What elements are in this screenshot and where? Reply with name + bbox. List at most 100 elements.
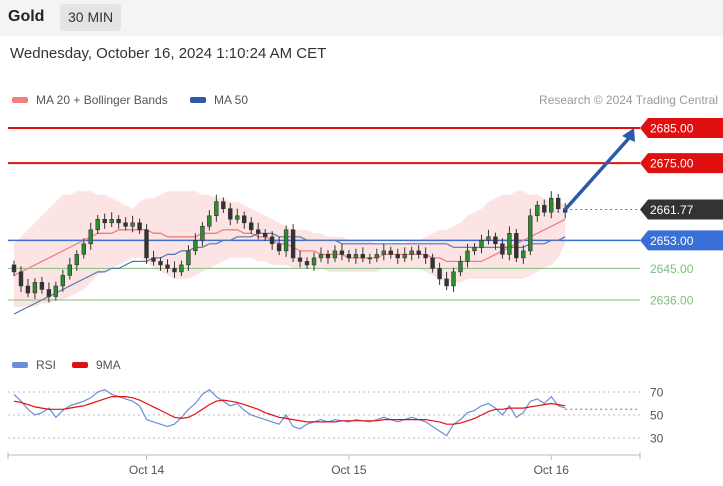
candle [235,215,240,220]
candle [555,197,561,209]
chart-timestamp: Wednesday, October 16, 2024 1:10:24 AM C… [10,45,327,62]
candle [381,250,386,255]
legend-label: MA 50 [214,93,248,107]
candle [430,257,435,269]
price-tag-pivot [640,230,723,251]
rsi-tick-label: 70 [650,386,664,400]
candle [200,226,205,241]
candle [53,285,59,297]
candle [60,275,66,287]
candle [276,243,282,252]
candle [548,197,554,213]
candle [353,254,359,259]
candle [283,229,289,252]
bollinger-band [14,191,566,307]
candle [402,254,407,259]
price-tag-resistance [640,118,723,138]
candle [207,215,212,227]
candle [535,204,540,216]
price-tag-resistance [640,153,723,174]
time-axis: Oct 14 Oct 15 Oct 16 [7,452,641,477]
forecast-arrow-head [622,128,635,142]
candle [304,261,310,266]
price-panel: 2685.00 2675.00 2661.77 2653.00 2645.00 2636.… [8,118,723,315]
rsi-legend-swatch [12,362,28,368]
legends: MA 20 + Bollinger Bands MA 50 Research © 2… [12,93,718,372]
legend-swatch [190,97,206,103]
candle [486,236,491,241]
candle [409,250,414,255]
price-tag-label: 2685.00 [650,122,694,136]
candle [186,250,191,266]
candle [367,257,372,260]
candle [151,257,156,262]
candle [39,282,45,290]
candle [332,250,338,259]
rsi-legend-swatch [72,362,88,368]
candle [444,278,449,287]
price-tag-label: 2636.00 [650,294,694,308]
ma20-line [13,218,566,276]
data-source: Research © 2024 Trading Central [539,93,718,107]
candle [416,250,421,255]
rsi-tick-label: 30 [650,432,664,446]
candle [395,254,400,259]
candle [95,219,100,231]
price-tag-label: 2661.77 [650,203,694,217]
rsi-tick-label: 50 [650,409,664,423]
candle [542,204,547,213]
candle [228,208,233,220]
rsi-panel: 70 50 30 [8,386,664,446]
candle [18,271,24,287]
candle [102,219,107,224]
price-tag-last [640,199,723,220]
candle [500,243,505,255]
time-tick-label: Oct 15 [331,463,367,477]
forecast-arrow-shaft [563,135,632,212]
chart-header: Gold 30 MIN [0,0,723,36]
candle [479,240,484,248]
candle [46,289,52,297]
candle [144,229,149,259]
candle [360,254,365,259]
candle [437,268,442,280]
legend-swatch [12,97,28,103]
candle [221,201,226,209]
candle [346,254,352,259]
candle [325,254,331,259]
candle [374,254,379,259]
candle [339,250,345,255]
candle [458,261,463,273]
candle [255,229,261,234]
rsi-legend-label: RSI [36,358,56,372]
candle [32,282,38,294]
price-tag-label: 2675.00 [650,157,694,171]
candle [214,201,219,216]
candle [514,233,519,259]
instrument-name: Gold [8,8,45,25]
candle [507,233,512,255]
time-tick-label: Oct 16 [534,463,570,477]
candle [137,222,142,231]
candle [311,257,317,266]
candle [116,219,121,224]
candle [74,254,80,266]
candle [242,215,247,224]
candle [528,215,533,252]
candle [67,264,73,276]
candle [249,222,254,231]
rsi-line [13,388,566,437]
candle [179,264,184,273]
candle [158,261,163,266]
price-tag-label: 2645.00 [650,262,694,276]
candle [521,250,526,259]
candle [451,271,456,287]
candle [88,229,93,245]
candle [388,250,393,255]
candle [493,236,498,245]
candle [290,229,296,259]
candle [165,264,170,269]
candle [269,236,275,245]
timeframe-button[interactable]: 30 MIN [60,4,122,31]
candle [130,222,135,227]
